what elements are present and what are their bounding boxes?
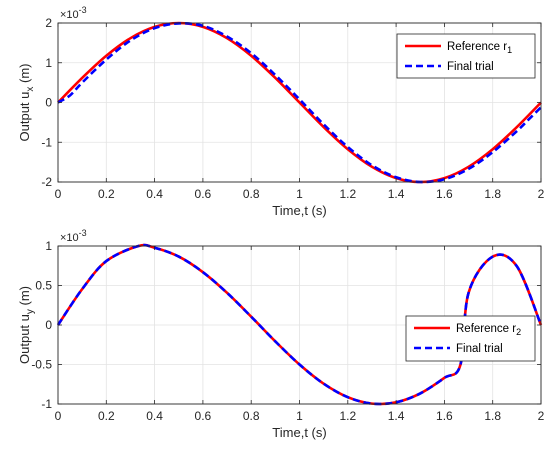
x-tick-label: 0.6 <box>195 409 212 423</box>
x-tick-label: 0.2 <box>98 409 115 423</box>
x-tick-label: 0 <box>55 409 62 423</box>
x-tick-label: 0.2 <box>98 187 115 201</box>
x-tick-label: 1.4 <box>388 187 405 201</box>
legend: Reference r1 Final trial <box>396 33 536 79</box>
y-tick-label: -1 <box>41 397 52 411</box>
x-tick-label: 1.2 <box>339 409 356 423</box>
y-axis-label: Output ux (m) <box>17 64 36 142</box>
legend: Reference r2 Final trial <box>405 315 536 362</box>
x-axis-label: Time,t (s) <box>272 203 326 218</box>
y-tick-label: 2 <box>45 16 52 30</box>
y-axis-label: Output uy (m) <box>17 286 36 364</box>
y-tick-label: 1 <box>45 56 52 70</box>
x-tick-label: 0.4 <box>146 409 163 423</box>
legend-label: Reference r2 <box>456 323 521 337</box>
x-tick-label: 2 <box>538 187 545 201</box>
legend-box <box>396 33 536 79</box>
y-tick-label: 1 <box>45 239 52 253</box>
x-tick-label: 0.6 <box>195 187 212 201</box>
chart-bottom: 0 0.2 0.4 0.6 0.8 1 1.2 1.4 1.6 1.8 2 -1 -0.5 0 0.5 1 ×1… <box>17 228 545 440</box>
y-tick-label: 0 <box>45 318 52 332</box>
x-tick-label: 1.8 <box>484 409 501 423</box>
x-tick-label: 0.4 <box>146 187 163 201</box>
y-exponent-label: ×10-3 <box>60 5 87 21</box>
legend-label: Final trial <box>456 343 503 355</box>
x-tick-label: 0 <box>55 187 62 201</box>
x-tick-label: 2 <box>538 409 545 423</box>
x-tick-label: 1.2 <box>339 187 356 201</box>
y-tick-label: -0.5 <box>31 358 52 372</box>
y-tick-label: 0.5 <box>35 279 52 293</box>
x-tick-label: 1 <box>296 409 303 423</box>
y-tick-label: 0 <box>45 96 52 110</box>
legend-label: Final trial <box>447 61 494 73</box>
legend-label: Reference r1 <box>447 41 512 55</box>
x-tick-label: 1.8 <box>484 187 501 201</box>
x-tick-label: 0.8 <box>243 409 260 423</box>
x-tick-label: 1.6 <box>436 409 453 423</box>
y-exponent-label: ×10-3 <box>60 228 87 244</box>
x-axis-label: Time,t (s) <box>272 425 326 440</box>
legend-box <box>405 315 536 362</box>
y-tick-label: -2 <box>41 175 52 189</box>
x-tick-label: 1.6 <box>436 187 453 201</box>
series-line-reference <box>57 21 542 184</box>
y-tick-label: -1 <box>41 135 52 149</box>
x-tick-label: 1 <box>296 187 303 201</box>
chart-top: 0 0.2 0.4 0.6 0.8 1 1.2 1.4 1.6 1.8 2 -2 -1 0 1 2 ×10-3 T… <box>17 5 545 218</box>
x-tick-label: 1.4 <box>388 409 405 423</box>
x-tick-label: 0.8 <box>243 187 260 201</box>
